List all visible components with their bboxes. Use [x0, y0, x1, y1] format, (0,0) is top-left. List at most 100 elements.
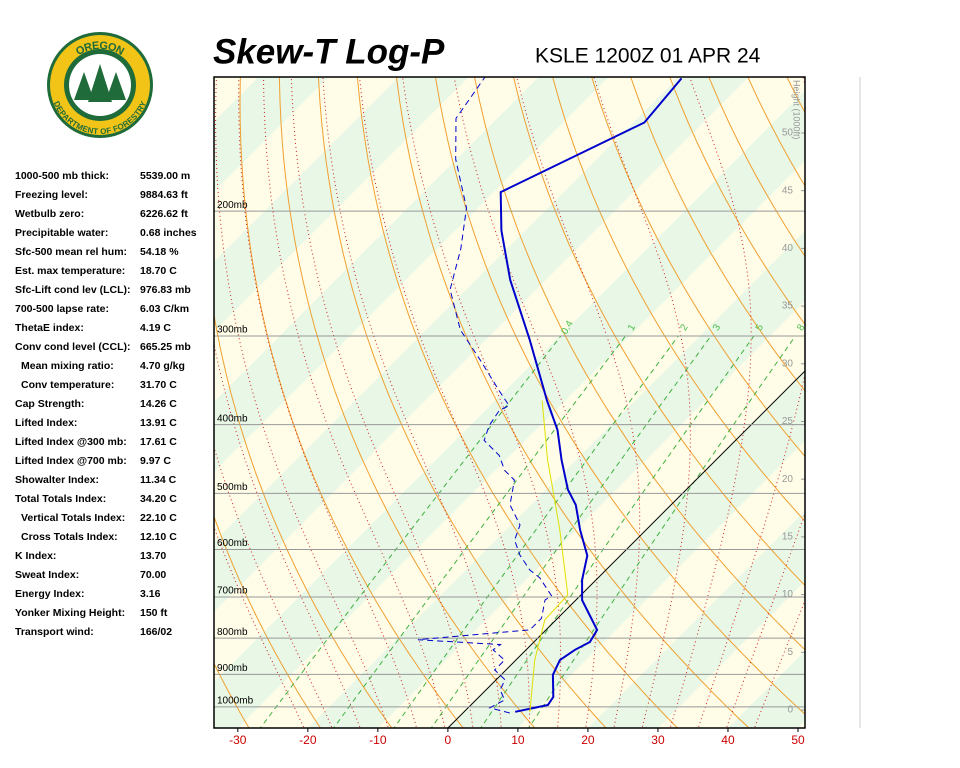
- stat-label: Conv temperature:: [21, 379, 114, 391]
- stat-label: Precipitable water:: [15, 227, 108, 239]
- pressure-label: 300mb: [217, 325, 248, 336]
- stat-label: Yonker Mixing Height:: [15, 607, 125, 619]
- stat-value: 3.16: [140, 588, 161, 600]
- stat-label: Freezing level:: [15, 189, 88, 201]
- mixing-ratio-label: 3: [711, 322, 724, 333]
- stats-panel: 1000-500 mb thick: 5539.00 m Freezing leve…: [15, 170, 197, 638]
- stat-value: 976.83 mb: [140, 284, 191, 296]
- x-tick-label: -10: [369, 733, 387, 747]
- mixing-ratio-line: [259, 335, 562, 728]
- stat-label: 1000-500 mb thick:: [15, 170, 109, 182]
- stat-value: 13.91 C: [140, 417, 177, 429]
- mixing-ratio-label: 2: [678, 322, 691, 333]
- stat-value: 4.19 C: [140, 322, 171, 334]
- isotherm-band: [214, 77, 329, 192]
- height-tick-label: 10: [782, 589, 794, 600]
- dry-adiabat: [214, 662, 250, 728]
- stat-value: 6226.62 ft: [140, 208, 188, 220]
- dry-adiabat: [852, 54, 960, 731]
- stat-value: 5539.00 m: [140, 170, 190, 182]
- stat-label: Sfc-500 mean rel hum:: [15, 246, 127, 258]
- station: KSLE 1200Z 01 APR 24: [535, 45, 761, 68]
- freezing-isotherm: [447, 370, 805, 728]
- height-tick-label: 15: [782, 532, 794, 543]
- profile-line: [529, 400, 569, 712]
- mixing-ratio-line: [333, 335, 626, 728]
- dry-adiabat: [591, 77, 805, 458]
- pressure-label: 500mb: [217, 482, 248, 493]
- logo-text: OREGON: [74, 40, 126, 58]
- stat-value: 18.70 C: [140, 265, 177, 277]
- pressure-label: 700mb: [217, 586, 248, 597]
- x-tick-label: 30: [651, 733, 665, 747]
- stat-value: 14.26 C: [140, 398, 177, 410]
- x-tick-label: -20: [299, 733, 317, 747]
- stat-value: 13.70: [140, 550, 166, 562]
- moist-adiabat: [359, 77, 530, 728]
- height-tick-label: 45: [782, 185, 794, 196]
- stat-value: 17.61 C: [140, 436, 177, 448]
- height-tick-label: 50: [782, 128, 794, 139]
- isotherm-band: [307, 230, 805, 728]
- stat-label: Conv cond level (CCL):: [15, 341, 131, 353]
- plot: 0.4 1 2 3 5 8200mb300mb400mb500mb600mb700mb80…: [213, 54, 960, 747]
- stat-value: 31.70 C: [140, 379, 177, 391]
- pressure-label: 800mb: [217, 627, 248, 638]
- stat-value: 0.68 inches: [140, 227, 197, 239]
- stat-value: 54.18 %: [140, 246, 179, 258]
- x-tick-label: 20: [581, 733, 595, 747]
- x-tick-label: -30: [229, 733, 247, 747]
- stat-value: 4.70 g/kg: [140, 360, 185, 372]
- height-tick-label: 5: [787, 647, 793, 658]
- profile-line: [417, 77, 553, 714]
- stat-value: 70.00: [140, 569, 166, 581]
- pressure-label: 900mb: [217, 663, 248, 674]
- dry-adiabat: [814, 54, 960, 731]
- moist-adiabat: [215, 77, 389, 728]
- isotherm-band: [727, 650, 805, 728]
- dry-adiabat: [929, 54, 960, 731]
- stat-label: Sfc-Lift cond lev (LCL):: [15, 284, 131, 296]
- height-tick-label: 35: [782, 301, 794, 312]
- x-tick-label: 10: [511, 733, 525, 747]
- profiles: [417, 77, 683, 714]
- x-tick-label: 40: [721, 733, 735, 747]
- stat-value: 12.10 C: [140, 531, 177, 543]
- plot-frame: [213, 76, 806, 729]
- stat-label: Cap Strength:: [15, 398, 84, 410]
- moist-adiabat: [697, 77, 805, 728]
- stat-value: 150 ft: [140, 607, 168, 619]
- stat-label: Est. max temperature:: [15, 265, 125, 277]
- stat-label: Wetbulb zero:: [15, 208, 84, 220]
- dry-adiabat: [552, 77, 805, 522]
- logo: OREGON DEPARTMENT OF FORESTRY: [47, 32, 153, 138]
- dry-adiabat: [669, 77, 805, 326]
- stat-label: Vertical Totals Index:: [21, 512, 125, 524]
- isotherm-band: [214, 77, 469, 332]
- stat-label: 700-500 lapse rate:: [15, 303, 109, 315]
- stat-value: 6.03 C/km: [140, 303, 189, 315]
- x-tick-label: 50: [791, 733, 805, 747]
- dry-adiabat: [630, 77, 805, 392]
- mixing-ratio-line: [393, 335, 679, 728]
- isotherm-band: [587, 510, 805, 728]
- stat-label: Lifted Index @300 mb:: [15, 436, 127, 448]
- stat-value: 166/02: [140, 626, 172, 638]
- height-axis-label: Height (1000ft): [792, 80, 802, 140]
- height-tick-label: 30: [782, 358, 794, 369]
- background: [214, 54, 960, 731]
- isotherm-band: [214, 77, 609, 472]
- stat-label: Cross Totals Index:: [21, 531, 118, 543]
- mixing-ratio-label: 5: [754, 322, 767, 333]
- stat-label: Transport wind:: [15, 626, 94, 638]
- stat-label: K Index:: [15, 550, 56, 562]
- title: Skew-T Log-P: [213, 32, 445, 71]
- height-tick-label: 20: [782, 474, 794, 485]
- mixing-ratio-label: 1: [626, 322, 639, 333]
- mixing-ratio-line: [480, 335, 755, 728]
- stat-value: 9884.63 ft: [140, 189, 188, 201]
- stat-label: Total Totals Index:: [15, 493, 106, 505]
- stat-label: Lifted Index:: [15, 417, 77, 429]
- stat-label: Showalter Index:: [15, 474, 99, 486]
- dry-adiabat: [891, 54, 960, 731]
